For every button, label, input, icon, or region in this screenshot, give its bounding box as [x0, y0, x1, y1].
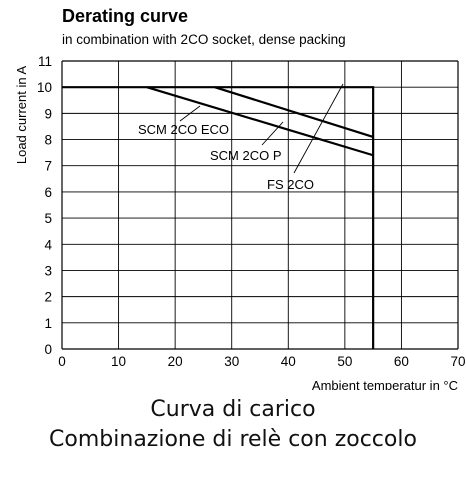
x-tick-label: 30: [224, 354, 239, 369]
x-tick-label: 60: [394, 354, 409, 369]
y-tick-label: 4: [44, 237, 52, 252]
x-tick-label: 70: [450, 354, 465, 369]
y-tick-label: 9: [44, 106, 52, 121]
derating-chart: Derating curve in combination with 2CO s…: [0, 0, 466, 390]
series-label: SCM 2CO ECO: [138, 122, 229, 137]
y-tick-label: 0: [44, 342, 52, 357]
x-tick-label: 20: [168, 354, 183, 369]
y-axis-label: Load current in A: [14, 66, 29, 165]
y-axis-ticks: 0 1 2 3 4 5 6 7 8 9 10 11: [37, 54, 53, 357]
caption-line-1: Curva di carico: [0, 397, 466, 422]
chart-title: Derating curve: [62, 6, 188, 26]
grid: [62, 61, 458, 349]
y-tick-label: 11: [38, 54, 52, 69]
x-tick-label: 10: [111, 354, 126, 369]
y-tick-label: 6: [44, 185, 52, 200]
y-tick-label: 7: [44, 159, 52, 174]
chart-subtitle: in combination with 2CO socket, dense pa…: [62, 32, 346, 47]
y-tick-label: 3: [44, 263, 52, 278]
series-label: SCM 2CO P: [210, 148, 282, 163]
x-axis-label: Ambient temperatur in °C: [312, 378, 458, 390]
x-tick-label: 50: [337, 354, 352, 369]
y-tick-label: 10: [37, 80, 52, 95]
y-tick-label: 5: [44, 211, 52, 226]
series-line: [215, 87, 373, 137]
series-label: FS 2CO: [267, 177, 314, 192]
x-axis-ticks: 0 10 20 30 40 50 60 70: [58, 354, 465, 369]
y-tick-label: 8: [44, 133, 52, 148]
caption-line-2: Combinazione di relè con zoccolo: [0, 427, 466, 452]
series-labels: FS 2CO SCM 2CO P SCM 2CO ECO: [138, 122, 314, 192]
y-tick-label: 2: [44, 290, 52, 305]
leader-line: [294, 84, 343, 173]
x-tick-label: 0: [58, 354, 66, 369]
y-tick-label: 1: [44, 316, 52, 331]
x-tick-label: 40: [281, 354, 296, 369]
